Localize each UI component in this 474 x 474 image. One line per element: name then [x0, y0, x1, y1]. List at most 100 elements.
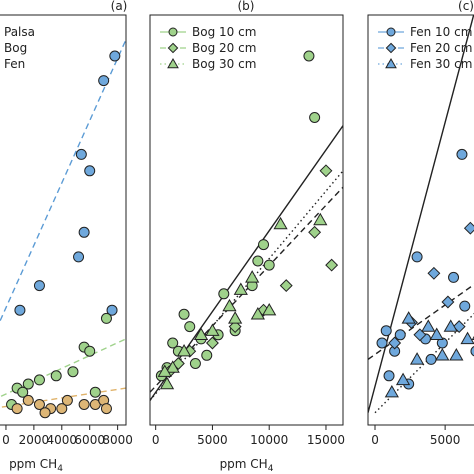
point-fen-0: [109, 50, 121, 62]
point-bog-0: [100, 312, 112, 324]
point-fen-20-cm-5: [413, 328, 427, 342]
point-palsa-10: [11, 403, 23, 415]
point-bog-30-cm-13: [157, 364, 172, 377]
legend: Fen 10 cm Fen 20 cm Fen 30 cm: [378, 25, 472, 71]
point-fen-30-cm-0: [401, 311, 416, 324]
point-fen-2: [75, 148, 87, 160]
plot-frame-1: [149, 14, 344, 426]
point-fen-10-cm-5: [376, 337, 388, 349]
legend: Bog 10 cm Bog 20 cm Bog 30 cm: [160, 25, 256, 71]
point-fen-30-cm-4: [460, 331, 474, 345]
point-bog-20-cm-2: [308, 225, 322, 239]
point-fen-4: [78, 226, 90, 238]
legend-marker: [167, 42, 179, 54]
point-fen-10-cm-1: [411, 251, 423, 263]
point-bog-30-cm-9: [193, 327, 209, 340]
point-palsa-4: [61, 394, 73, 406]
panel-2: (c) 0 5000 Fen 10 cm Fen 20 cm Fen 30 cm: [367, 0, 474, 447]
point-bog-30-cm-0: [273, 216, 288, 230]
point-fen-30-cm-2: [429, 327, 444, 340]
point-bog-10-cm-1: [309, 112, 321, 123]
point-fen-10-cm-2: [448, 271, 460, 283]
point-bog-3: [67, 366, 79, 378]
legend-label: Fen 20 cm: [410, 41, 472, 55]
point-fen-10-cm-10: [470, 346, 474, 357]
fit-line-bog-20-cm: [149, 186, 344, 393]
point-palsa-8: [100, 403, 112, 415]
legend-label: Fen: [4, 57, 25, 71]
point-bog-10-cm-9: [167, 337, 179, 349]
legend-label: Bog 30 cm: [192, 57, 256, 71]
point-bog-30-cm-4: [250, 307, 265, 320]
point-bog-20-cm-3: [279, 279, 293, 293]
point-fen-30-cm-9: [435, 348, 450, 361]
point-fen-6: [33, 280, 45, 292]
point-fen-7: [14, 304, 26, 316]
x-tick-label: 0: [371, 433, 379, 447]
point-bog-2: [84, 345, 96, 357]
point-bog-30-cm-12: [159, 376, 175, 390]
point-bog-30-cm-6: [262, 302, 277, 316]
x-tick-label: 0: [152, 433, 160, 447]
point-fen-8: [106, 304, 118, 316]
point-bog-20-cm-0: [319, 164, 333, 178]
point-fen-10-cm-12: [383, 370, 395, 382]
panel-1: (b) 0 5000 10000 15000 ppm CH4 Bog 10 cm Bog 20…: [149, 0, 345, 474]
fit-line-fen-20-cm: [368, 283, 474, 360]
point-bog-30-cm-3: [233, 282, 248, 295]
point-bog-10-cm-17: [201, 349, 213, 361]
point-fen-20-cm-2: [427, 266, 441, 280]
panel-label: (a): [111, 0, 128, 13]
legend-label: Bog 20 cm: [192, 41, 256, 55]
legend-marker: [386, 27, 396, 37]
x-tick-label: 10000: [250, 433, 288, 447]
point-fen-10-cm-9: [459, 300, 471, 312]
panel-label: (b): [238, 0, 255, 13]
point-fen-10-cm-0: [456, 148, 468, 160]
legend-label: Fen 10 cm: [410, 25, 472, 39]
point-bog-8: [17, 386, 29, 398]
point-fen-10-cm-11: [425, 353, 437, 365]
point-fen-10-cm-6: [380, 325, 392, 337]
legend-marker: [167, 57, 179, 69]
point-palsa-0: [22, 394, 34, 406]
point-fen-3: [84, 165, 96, 177]
point-palsa-3: [56, 403, 68, 415]
legend-marker: [168, 27, 178, 37]
x-tick-label: 0: [2, 433, 10, 447]
point-fen-20-cm-7: [388, 336, 402, 350]
point-bog-10-cm-7: [184, 321, 196, 333]
point-bog-20-cm-5: [228, 320, 242, 334]
point-bog-10-cm-3: [252, 255, 264, 267]
plot-area-0: [0, 39, 126, 419]
x-tick-label: 2000: [19, 433, 50, 447]
plot-area-2: [368, 15, 474, 414]
x-axis-label-subscript: 4: [57, 464, 63, 474]
point-bog-30-cm-1: [313, 212, 328, 226]
point-palsa-5: [78, 399, 90, 410]
point-fen-5: [73, 251, 85, 263]
point-bog-5: [33, 374, 45, 386]
point-bog-9: [89, 386, 101, 398]
point-bog-30-cm-10: [176, 343, 192, 357]
x-tick-label: 8000: [102, 433, 133, 447]
x-tick-label: 4000: [47, 433, 78, 447]
point-bog-10-cm-0: [303, 50, 315, 62]
point-fen-30-cm-6: [409, 352, 425, 365]
x-axis-label: ppm CH4: [220, 457, 274, 474]
point-bog-10-cm-2: [258, 239, 270, 251]
plot-area-1: [149, 50, 344, 401]
point-bog-10-cm-6: [218, 288, 230, 300]
plot-frame-2: [367, 14, 474, 426]
x-axis-label-subscript: 4: [268, 464, 274, 474]
panel-label: (c): [458, 0, 474, 13]
point-fen-1: [98, 75, 110, 87]
fit-line-fen-10-cm: [368, 15, 474, 413]
plot-frame-0: [0, 14, 127, 426]
legend-marker: [385, 57, 397, 69]
point-palsa-9: [39, 407, 51, 419]
legend-label: Bog: [4, 41, 27, 55]
